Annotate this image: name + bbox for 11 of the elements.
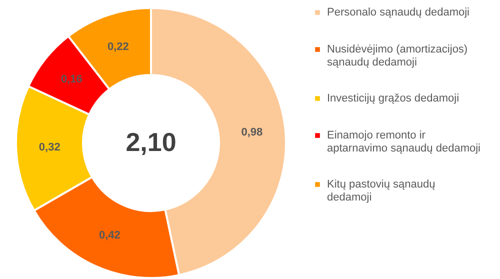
data-label: 0,32 <box>38 142 60 154</box>
data-label: 0,22 <box>107 40 129 53</box>
data-label: 0,98 <box>241 126 263 138</box>
legend-label: Einamojo remonto ir aptarnavimo sąnaudų dedamoji <box>327 130 480 154</box>
data-label: 0,16 <box>60 74 82 86</box>
legend-label: Kitų pastovių sąnaudų dedamoji <box>327 178 436 204</box>
legend-label: Nusidėvėjimo (amortizacijos) sąnaudų dedamoji <box>327 44 468 68</box>
data-label: 0,42 <box>99 230 120 242</box>
text: 2,10 <box>126 127 176 157</box>
legend-label: Personalo sąnaudų dedamoji <box>327 6 470 18</box>
legend-label: Investicijų grąžos dedamoji <box>327 92 460 104</box>
